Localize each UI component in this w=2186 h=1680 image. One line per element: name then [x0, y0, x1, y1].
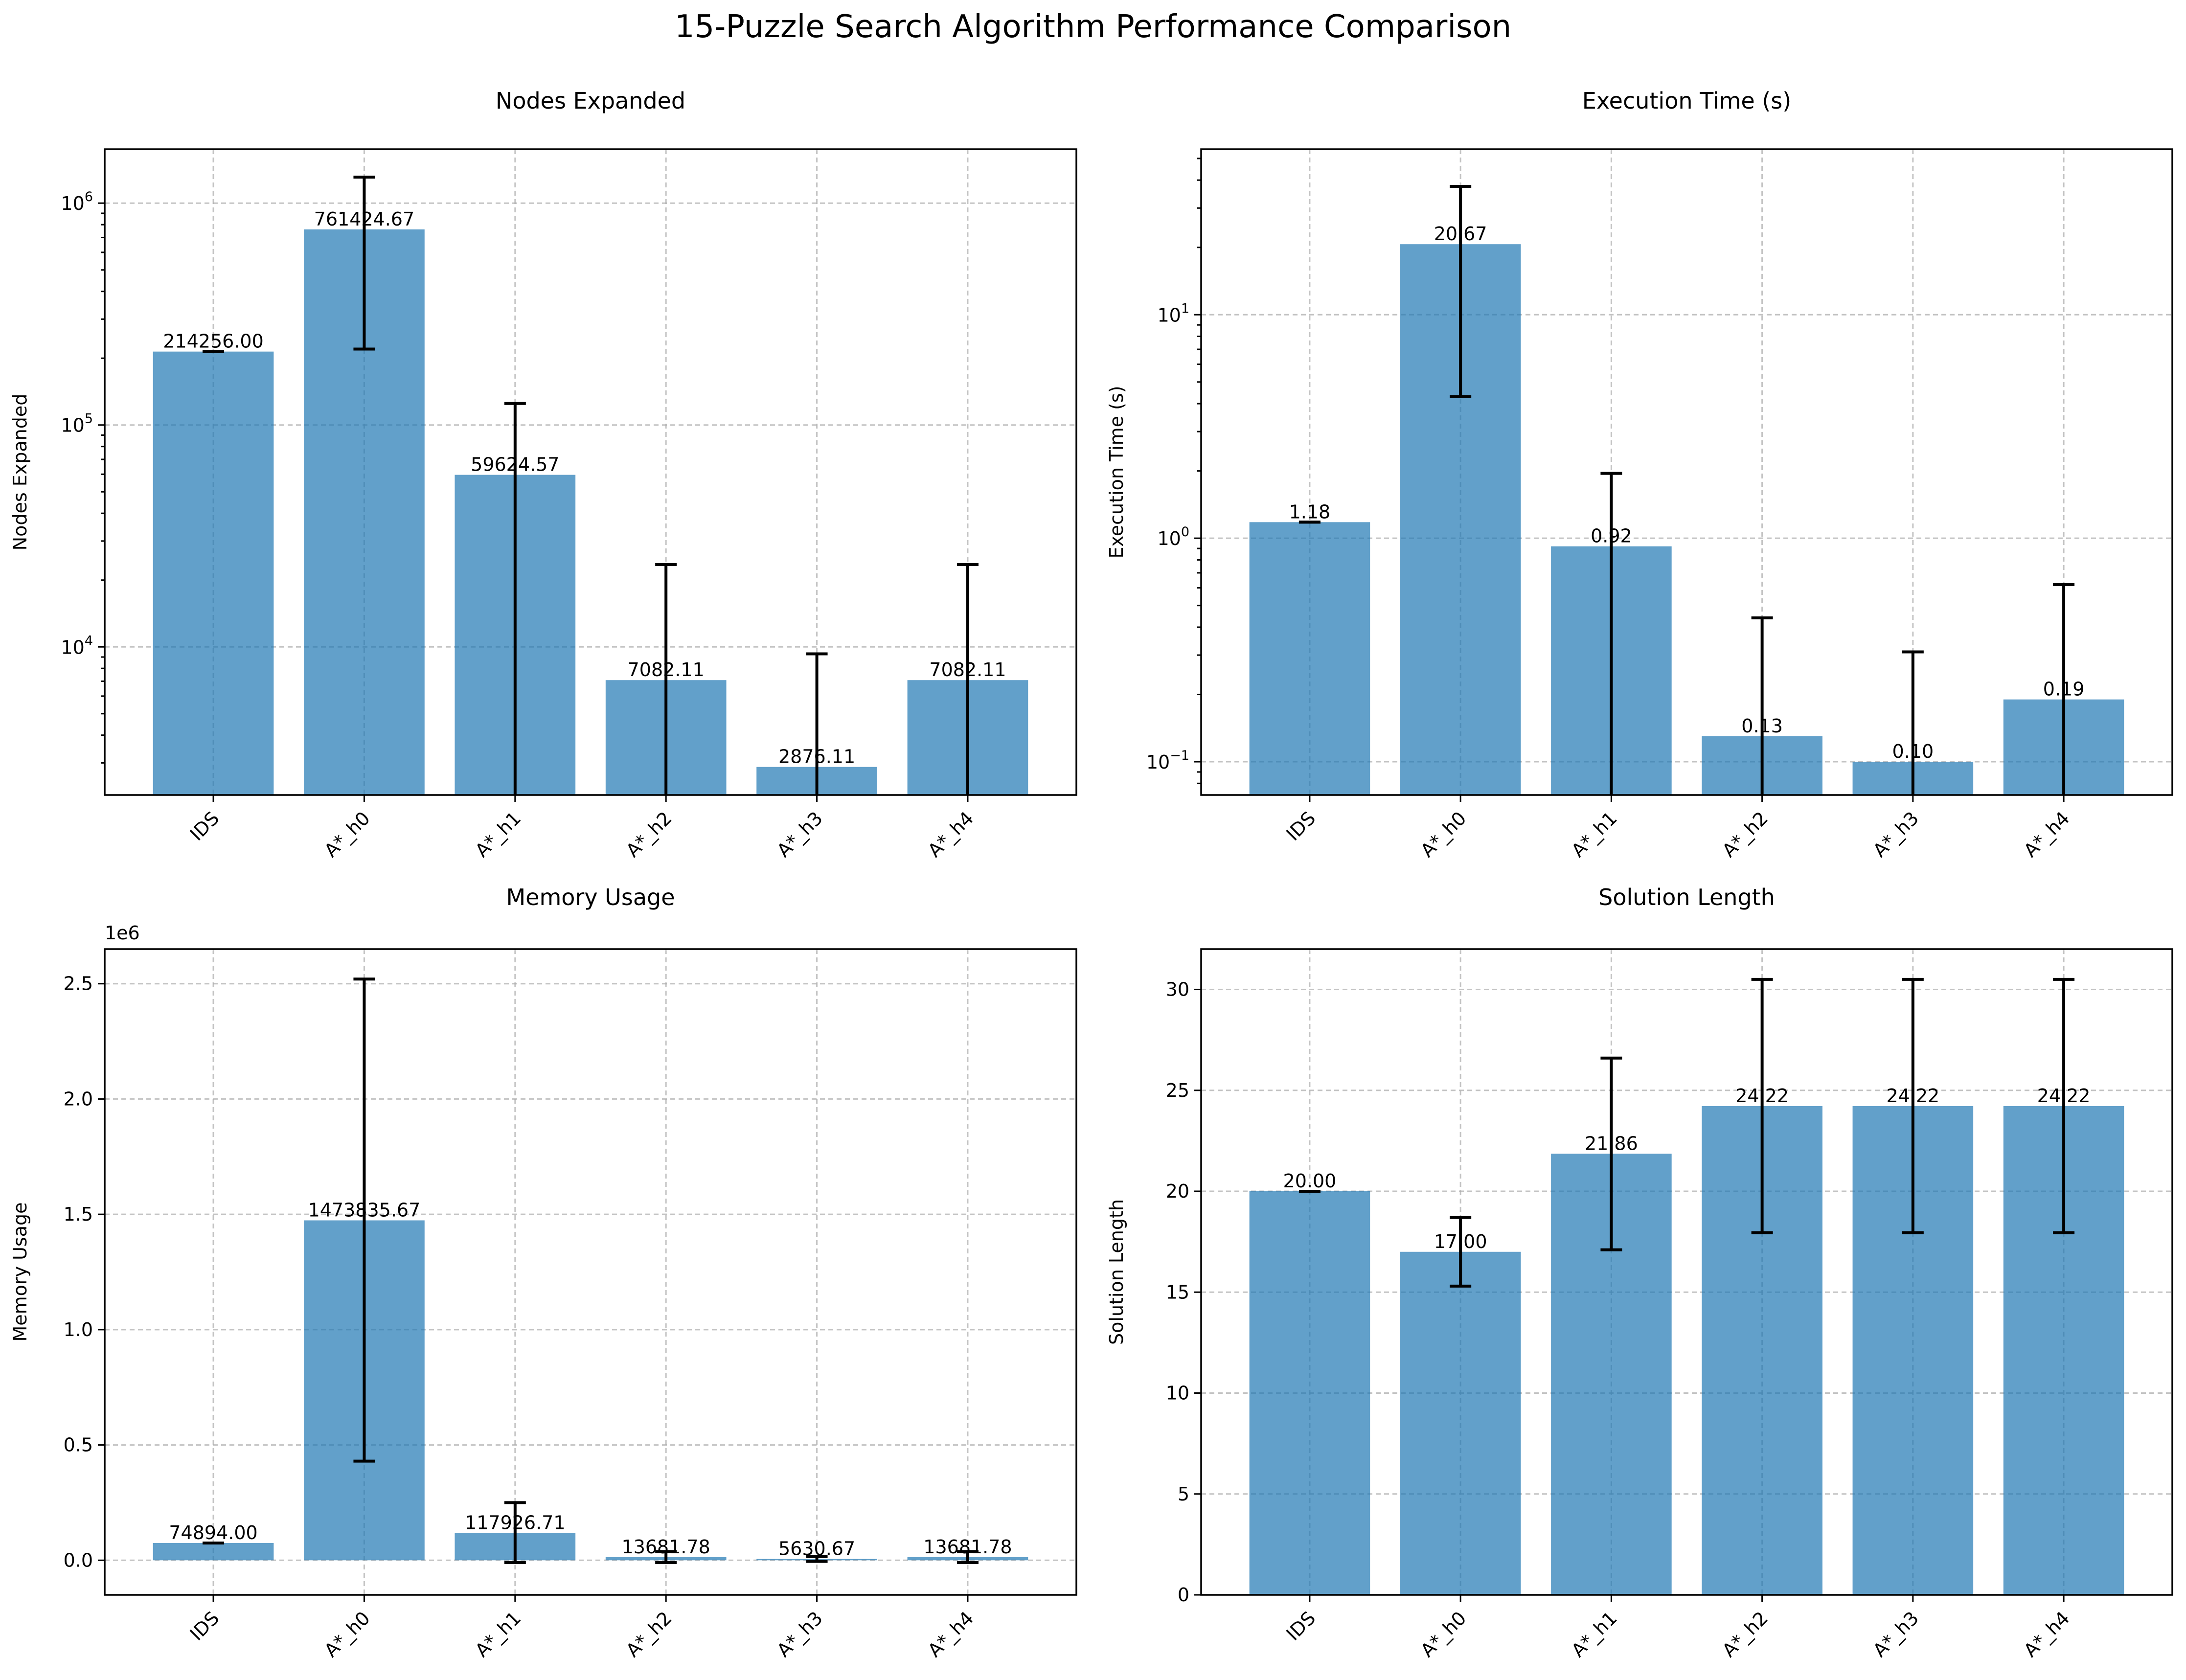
y-tick-label: 2.0: [64, 1088, 93, 1110]
data-label: 1.18: [1289, 501, 1331, 522]
y-tick-label: 25: [1166, 1080, 1189, 1101]
data-label: 24.22: [2037, 1085, 2091, 1107]
y-tick-label: 10: [1166, 1383, 1189, 1404]
y-tick-label: 101: [1157, 301, 1189, 326]
y-tick-label: 106: [61, 189, 93, 214]
bar-IDS: [153, 1543, 274, 1561]
bars: [153, 1220, 1028, 1561]
data-label: 7082.11: [929, 659, 1006, 681]
figure-title: 15-Puzzle Search Algorithm Performance C…: [675, 9, 1511, 45]
y-tick-label: 10−1: [1146, 748, 1189, 773]
y-tick-label: 30: [1166, 979, 1189, 1000]
data-label: 20.00: [1283, 1170, 1337, 1192]
plot-frame: [104, 948, 1077, 1596]
plot-frame: [1200, 948, 2173, 1596]
chart-panels: Nodes Expanded 214256.00 761424.67 59624.57…: [9, 88, 2173, 1661]
data-label: 0.19: [2043, 679, 2085, 700]
data-label: 24.22: [1886, 1085, 1939, 1107]
data-label: 59624.57: [471, 454, 559, 476]
data-label: 0.13: [1741, 715, 1783, 737]
data-label: 0.92: [1591, 525, 1632, 547]
data-label: 5630.67: [778, 1538, 855, 1560]
data-label: 74894.00: [169, 1522, 257, 1544]
plot-frame: [104, 148, 1077, 796]
y-tick-label: 0: [1178, 1584, 1189, 1606]
plot-frame: [1200, 148, 2173, 796]
y-tick-label: 105: [61, 411, 93, 436]
chart-title: Memory Usage: [506, 884, 675, 910]
y-tick-label: 100: [1157, 524, 1189, 549]
y-tick-label: 2.5: [64, 973, 93, 995]
data-label: 17.00: [1434, 1231, 1487, 1252]
data-label: 0.10: [1892, 741, 1934, 762]
y-tick-label: 104: [61, 633, 93, 658]
y-axis-label: Nodes Expanded: [9, 394, 31, 551]
data-label: 7082.11: [628, 659, 705, 681]
y-axis-label: Solution Length: [1106, 1199, 1127, 1345]
data-label: 21.86: [1585, 1133, 1638, 1154]
data-label: 13681.78: [622, 1536, 710, 1558]
chart-title: Nodes Expanded: [496, 88, 685, 114]
data-label: 117926.71: [465, 1512, 566, 1534]
y-offset-text: 1e6: [105, 922, 140, 944]
y-tick-label: 5: [1178, 1483, 1189, 1505]
chart-panel-4: Solution Length 20.00 17.00 21.86 24.22 24.22…: [1106, 884, 2173, 1661]
y-tick-label: 0.0: [64, 1549, 93, 1571]
bar-IDS: [153, 351, 274, 795]
y-tick-label: 15: [1166, 1281, 1189, 1303]
bar-IDS: [1249, 1191, 1370, 1595]
data-label: 13681.78: [923, 1536, 1012, 1558]
chart-title: Solution Length: [1598, 884, 1775, 910]
chart-title: Execution Time (s): [1582, 88, 1791, 114]
y-axis-label: Execution Time (s): [1106, 386, 1127, 558]
data-label: 214256.00: [163, 331, 264, 352]
data-label: 20.67: [1434, 223, 1487, 245]
bar-IDS: [1249, 522, 1370, 795]
data-label: 761424.67: [314, 208, 415, 230]
y-tick-label: 20: [1166, 1181, 1189, 1202]
chart-panel-2: Execution Time (s) 1.18 20.67 0.92 0.13 0.10 0…: [1106, 88, 2173, 862]
bar-A*_h0: [1400, 1251, 1521, 1595]
data-label: 2876.11: [778, 746, 855, 768]
y-tick-label: 1.5: [64, 1203, 93, 1225]
y-tick-label: 1.0: [64, 1319, 93, 1340]
y-axis-label: Memory Usage: [9, 1202, 31, 1341]
data-label: 1473835.67: [308, 1199, 421, 1221]
y-tick-label: 0.5: [64, 1434, 93, 1456]
data-label: 24.22: [1735, 1085, 1789, 1107]
